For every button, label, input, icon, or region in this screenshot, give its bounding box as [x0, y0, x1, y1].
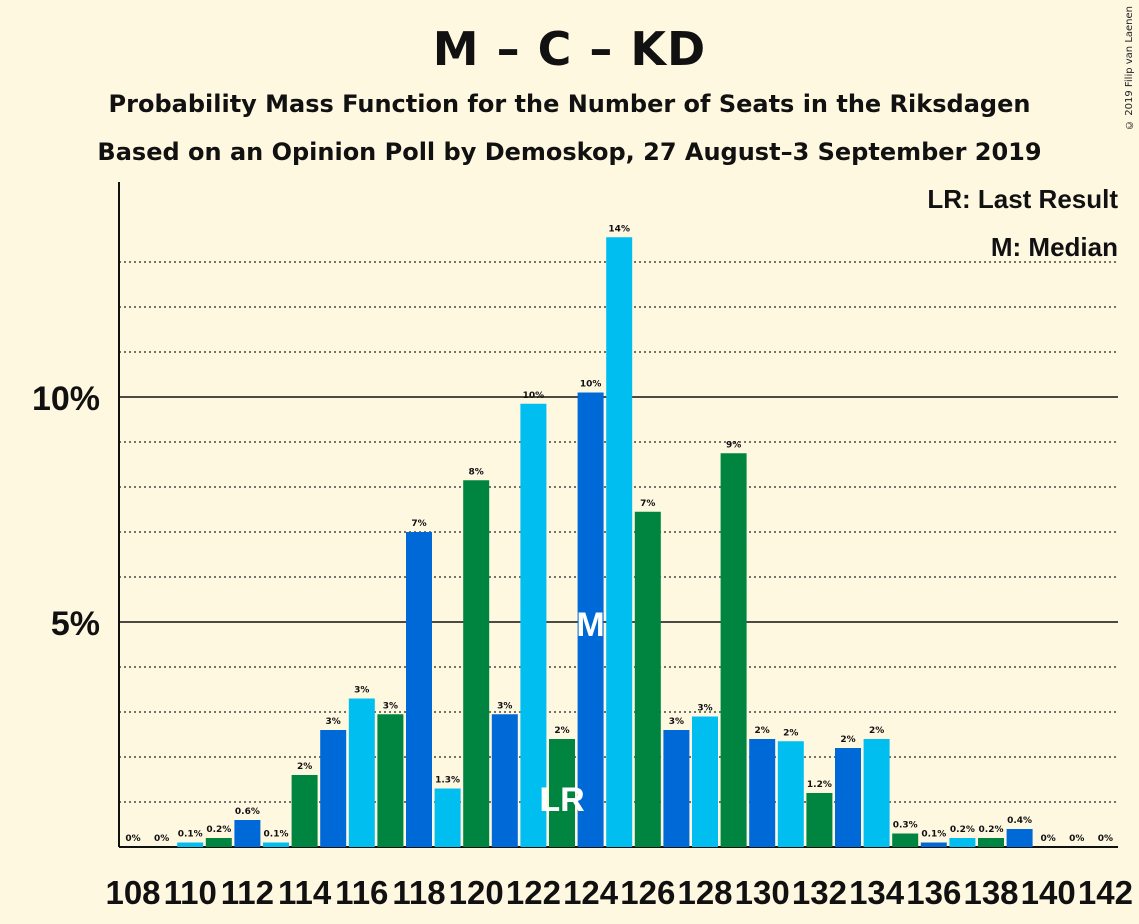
- x-tick-label: 112: [221, 874, 274, 911]
- y-tick-label: 10%: [32, 380, 100, 418]
- bar-value-label: 3%: [669, 717, 684, 727]
- chart-subtitle: Probability Mass Function for the Number…: [108, 90, 1031, 118]
- bar-seat-113: [263, 842, 289, 847]
- x-tick-label: 118: [392, 874, 445, 911]
- bar-seat-117: [377, 714, 404, 847]
- x-tick-label: 126: [620, 874, 675, 911]
- bar-value-label: 3%: [354, 686, 369, 696]
- bar-seat-127: [663, 730, 690, 847]
- bar-seat-110: [177, 842, 204, 847]
- x-tick-label: 108: [105, 874, 160, 911]
- median-marker: M: [576, 606, 604, 644]
- bar-seat-132: [806, 793, 833, 847]
- bar-value-label: 3%: [497, 701, 512, 711]
- bar-value-label: 2%: [755, 726, 770, 736]
- bar-value-label: 10%: [580, 380, 602, 390]
- x-tick-label: 134: [849, 874, 905, 911]
- bar-seat-124: [577, 392, 604, 847]
- x-tick-label: 124: [563, 874, 619, 911]
- bar-value-label: 2%: [840, 735, 855, 745]
- bar-seat-119: [434, 788, 461, 847]
- bar-value-label: 0.6%: [235, 807, 260, 817]
- bar-value-label: 9%: [726, 440, 741, 450]
- x-tick-label: 114: [278, 874, 332, 911]
- x-tick-label: 122: [506, 874, 561, 911]
- x-tick-label: 142: [1078, 874, 1133, 911]
- bar-seat-123: [549, 739, 575, 847]
- bar-seat-118: [406, 532, 432, 847]
- x-tick-label: 128: [677, 874, 732, 911]
- bar-seat-131: [777, 741, 804, 847]
- bar-value-label: 0.1%: [178, 830, 203, 840]
- bar-value-label: 2%: [297, 762, 312, 772]
- bar-value-label: 8%: [469, 467, 484, 477]
- bar-value-label: 0.3%: [893, 821, 918, 831]
- x-tick-label: 132: [792, 874, 847, 911]
- bar-value-label: 0%: [1069, 834, 1084, 844]
- bar-seat-111: [205, 838, 232, 847]
- bar-value-label: 3%: [383, 701, 398, 711]
- bar-seat-137: [949, 838, 976, 847]
- bar-seat-120: [463, 480, 490, 847]
- bar-seat-135: [892, 833, 919, 847]
- bar-value-label: 14%: [608, 224, 630, 234]
- bar-value-label: 1.3%: [435, 776, 460, 786]
- bar-seat-126: [634, 511, 661, 847]
- bar-seat-122: [520, 403, 547, 847]
- bar-seat-129: [720, 453, 747, 847]
- bar-value-label: 1.2%: [807, 780, 832, 790]
- bar-seat-114: [291, 775, 318, 847]
- bar-value-label: 3%: [326, 717, 341, 727]
- bar-seat-136: [920, 842, 947, 847]
- bar-value-label: 0.1%: [264, 830, 289, 840]
- x-tick-label: 140: [1021, 874, 1076, 911]
- bar-value-label: 0%: [1041, 834, 1056, 844]
- bar-value-label: 3%: [697, 704, 712, 714]
- bar-seat-138: [978, 838, 1004, 847]
- bar-value-label: 10%: [523, 391, 545, 401]
- legend-last-result: LR: Last Result: [927, 184, 1118, 214]
- bar-value-label: 2%: [783, 728, 798, 738]
- bar-value-label: 7%: [411, 519, 426, 529]
- bar-seat-125: [606, 237, 633, 847]
- bar-seat-128: [692, 716, 718, 847]
- bar-value-label: 0.2%: [206, 825, 231, 835]
- legend-median: M: Median: [990, 232, 1118, 262]
- bar-value-label: 0.1%: [921, 830, 946, 840]
- chart-title: M – C – KD: [432, 22, 707, 76]
- bar-value-label: 2%: [554, 726, 569, 736]
- y-tick-label: 5%: [51, 605, 100, 643]
- bar-seat-116: [348, 698, 375, 847]
- bar-value-label: 0.2%: [979, 825, 1004, 835]
- bar-value-label: 0%: [1098, 834, 1113, 844]
- bar-value-label: 0.2%: [950, 825, 975, 835]
- bar-value-label: 0%: [154, 834, 169, 844]
- bar-value-label: 7%: [640, 499, 655, 509]
- bar-seat-121: [491, 714, 518, 847]
- bar-value-label: 0.4%: [1007, 816, 1032, 826]
- x-tick-label: 116: [335, 874, 388, 911]
- bar-seat-134: [863, 739, 890, 847]
- x-tick-label: 136: [906, 874, 961, 911]
- last-result-marker: LR: [539, 781, 584, 819]
- x-tick-label: 130: [735, 874, 790, 911]
- x-tick-label: 120: [449, 874, 504, 911]
- bar-value-label: 0%: [125, 834, 140, 844]
- bar-value-label: 2%: [869, 726, 884, 736]
- bar-seat-130: [749, 739, 776, 847]
- bar-seat-133: [835, 748, 861, 847]
- bar-seat-112: [234, 820, 261, 847]
- bar-seat-115: [320, 730, 347, 847]
- x-tick-label: 110: [164, 874, 217, 911]
- x-tick-label: 138: [963, 874, 1018, 911]
- bar-seat-139: [1006, 829, 1033, 847]
- chart-subtitle-poll: Based on an Opinion Poll by Demoskop, 27…: [97, 138, 1042, 166]
